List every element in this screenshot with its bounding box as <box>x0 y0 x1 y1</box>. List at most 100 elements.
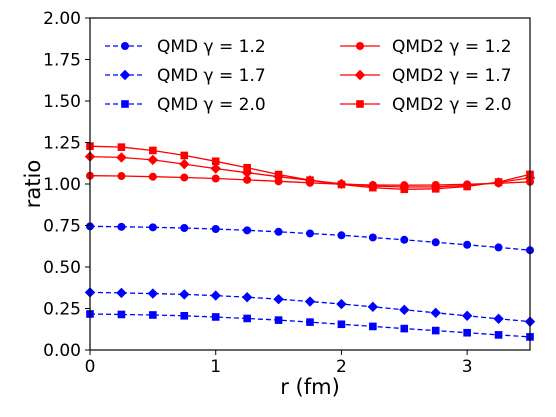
y-tick-label: 1.75 <box>43 51 81 71</box>
y-axis: 0.00 0.25 0.50 0.75 1.00 1.25 1.50 1.75 2.00 <box>43 9 90 361</box>
y-tick-label: 1.00 <box>43 175 81 195</box>
data-point <box>274 316 283 324</box>
y-tick-label: 0.00 <box>43 341 81 361</box>
data-point <box>243 175 252 184</box>
data-point <box>274 227 283 236</box>
legend-label: QMD2 γ = 1.2 <box>392 37 512 57</box>
data-point <box>117 143 126 151</box>
legend-marker <box>356 42 364 50</box>
legend-label: QMD γ = 2.0 <box>157 95 266 115</box>
data-point <box>306 176 314 184</box>
data-point <box>463 328 471 337</box>
data-point <box>431 185 440 193</box>
legend: QMD γ = 1.2 QMD γ = 1.7 QMD γ = 2.0 QMD2 γ … <box>105 37 512 115</box>
x-axis-title: r (fm) <box>280 375 340 399</box>
data-point <box>367 301 379 313</box>
legend-entry: QMD γ = 1.2 <box>105 37 266 57</box>
data-point <box>400 185 409 194</box>
y-tick-label: 2.00 <box>43 9 81 29</box>
data-point <box>149 146 157 155</box>
legend-marker <box>121 100 129 108</box>
data-point <box>368 233 377 242</box>
data-point <box>180 173 189 182</box>
legend-label: QMD γ = 1.7 <box>157 66 266 86</box>
legend-label: QMD2 γ = 1.7 <box>392 66 512 86</box>
data-point <box>180 223 189 232</box>
series <box>86 222 534 255</box>
data-point <box>117 222 126 231</box>
series <box>86 310 534 341</box>
data-point <box>399 304 410 316</box>
data-point <box>400 235 409 244</box>
x-axis: 0 1 2 3 <box>85 350 473 377</box>
legend-marker <box>356 100 364 108</box>
series-layer <box>84 142 536 341</box>
data-point <box>117 310 126 319</box>
data-point <box>461 310 473 322</box>
data-point <box>400 324 409 333</box>
legend-label: QMD2 γ = 2.0 <box>392 95 512 115</box>
data-point <box>210 290 221 301</box>
data-point <box>431 326 440 335</box>
data-point <box>369 322 377 331</box>
data-point <box>148 172 157 181</box>
y-tick-label: 1.50 <box>43 92 81 112</box>
y-tick-label: 0.25 <box>43 300 81 320</box>
data-point <box>149 311 157 319</box>
data-point <box>147 154 159 166</box>
data-point <box>337 180 346 189</box>
data-point <box>494 243 503 252</box>
legend-marker <box>121 42 129 50</box>
x-tick-label: 3 <box>462 357 473 377</box>
data-point <box>306 229 314 238</box>
data-point <box>211 313 220 321</box>
legend-entry: QMD2 γ = 1.2 <box>340 37 512 57</box>
data-point <box>430 307 441 319</box>
legend-marker <box>354 69 366 81</box>
y-axis-title: ratio <box>21 160 45 208</box>
data-point <box>211 224 220 233</box>
data-point <box>243 226 252 235</box>
data-point <box>493 313 504 324</box>
data-point <box>463 240 472 249</box>
y-tick-label: 1.25 <box>43 134 81 154</box>
legend-entry: QMD2 γ = 1.7 <box>340 66 512 86</box>
legend-marker <box>119 69 131 81</box>
data-point <box>147 288 159 299</box>
data-point <box>180 151 189 160</box>
x-tick-label: 0 <box>85 357 96 377</box>
data-point <box>369 183 377 192</box>
data-point <box>241 167 253 178</box>
data-point <box>179 289 190 300</box>
data-point <box>179 158 190 170</box>
data-point <box>117 172 126 181</box>
data-point <box>116 287 127 299</box>
data-point <box>211 174 220 183</box>
data-point <box>494 331 503 339</box>
data-point <box>494 178 503 186</box>
data-point <box>243 314 251 323</box>
data-point <box>337 231 346 240</box>
y-tick-label: 0.75 <box>43 217 81 237</box>
x-tick-label: 2 <box>336 357 347 377</box>
data-point <box>148 223 157 232</box>
data-point <box>304 296 316 307</box>
data-point <box>243 163 251 172</box>
legend-entry: QMD γ = 1.7 <box>105 66 266 86</box>
data-point <box>337 320 346 329</box>
data-point <box>241 292 253 303</box>
data-point <box>431 238 440 247</box>
data-point <box>336 298 347 310</box>
data-point <box>180 312 189 320</box>
legend-entry: QMD γ = 2.0 <box>105 95 266 115</box>
legend-entry: QMD2 γ = 2.0 <box>340 95 512 115</box>
series <box>84 287 536 327</box>
legend-label: QMD γ = 1.2 <box>157 37 266 57</box>
data-point <box>210 163 221 174</box>
x-tick-label: 1 <box>210 357 221 377</box>
data-point <box>306 318 314 326</box>
data-point <box>211 157 220 166</box>
data-point <box>273 294 284 305</box>
y-tick-label: 0.50 <box>43 258 81 278</box>
